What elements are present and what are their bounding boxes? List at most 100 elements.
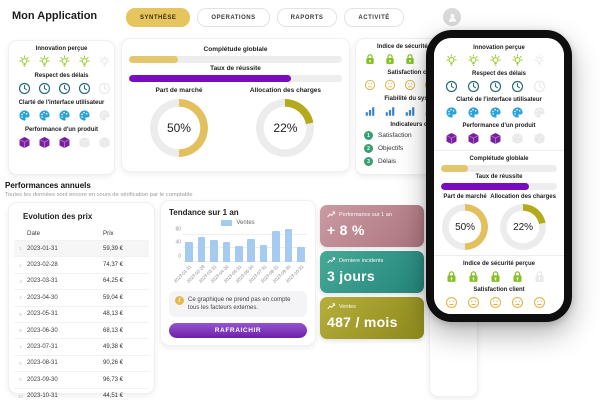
tab-operations[interactable]: OPERATIONS: [197, 8, 270, 27]
progress-group: Taux de réussite 76%: [129, 65, 342, 82]
donut-label: Part de marché: [155, 87, 203, 94]
rating-group: Respect des délais: [9, 73, 114, 95]
row-number: 7: [19, 344, 22, 350]
legend-item: 3 Délais: [364, 157, 470, 166]
table-row[interactable]: 7 2023-07-31 49,38 €: [14, 338, 149, 354]
rating-icons: [9, 82, 114, 95]
progress-group: Taux de réussite 76%: [441, 174, 557, 190]
cube-icon: [98, 136, 111, 149]
rating-group: Indice de sécurité perçue: [356, 44, 470, 65]
kpi-label: Derniere incidents: [339, 257, 384, 264]
rating-group: Innovation perçue: [9, 46, 114, 68]
rating-icons: [441, 80, 557, 93]
row-date: 2023-01-31: [27, 245, 58, 252]
legend-item: 2 Objectifs: [364, 144, 470, 153]
lock-icon: [364, 53, 376, 65]
table-row[interactable]: 3 2023-03-31 64,25 €: [14, 272, 149, 289]
clock-icon: [38, 82, 51, 95]
x-tick: 2023-10-31: [285, 262, 307, 289]
bulb-icon: [58, 55, 71, 68]
progress-group: Complétude globlale 23%: [129, 46, 342, 63]
bulb-icon: [489, 54, 502, 67]
table-row[interactable]: 6 2023-06-30 68,13 €: [14, 321, 149, 338]
trend-icon: [327, 210, 336, 219]
progress-label: Complétude globlale: [469, 156, 529, 162]
legend-number-dot: 2: [364, 144, 373, 153]
info-icon: i: [175, 296, 184, 305]
tab-synthèse[interactable]: SYNTHÈSE: [126, 8, 191, 27]
phone-mockup: Innovation perçue Respect des délais Clart…: [426, 30, 572, 322]
bulb-icon: [511, 54, 524, 67]
row-price: 68,13 €: [103, 327, 124, 334]
table-row[interactable]: 10 2023-10-31 44,51 €: [14, 387, 149, 400]
bulb-icon: [38, 55, 51, 68]
rating-icons: [441, 270, 557, 283]
progress-fill: 76%: [441, 183, 530, 190]
header-tabs: SYNTHÈSE OPERATIONS RAPORTS ACTIVITÉ: [126, 8, 404, 27]
bar-chart: 0 40 80: [175, 226, 307, 262]
rating-icons: [9, 136, 114, 149]
row-date: 2023-03-31: [27, 278, 58, 285]
kpi-value: 3 jours: [327, 268, 376, 284]
table-row[interactable]: 9 2023-09-30 96,73 €: [14, 371, 149, 387]
price-table-card: Evolution des prix Date Prix 1 2023-01-31…: [8, 202, 155, 399]
palette-icon: [38, 109, 51, 122]
kpi-header: Performance sur 1 an: [327, 210, 417, 219]
donut-arc: [442, 204, 489, 250]
legend-number-dot: 3: [364, 157, 373, 166]
table-row[interactable]: 2 2023-02-28 74,37 €: [14, 256, 149, 272]
cube-icon: [511, 132, 524, 145]
progress-label: Taux de réussite: [475, 174, 523, 180]
table-row[interactable]: 1 2023-01-31 59,39 €: [14, 240, 149, 257]
donut-ring: 50%: [442, 204, 489, 250]
col-date: Date: [27, 230, 41, 237]
rating-label: Respect des délais: [34, 73, 89, 79]
tab-raports[interactable]: RAPORTS: [276, 8, 338, 27]
bar-slot: [295, 228, 307, 262]
table-row[interactable]: 5 2023-05-31 48,13 €: [14, 305, 149, 322]
donut-value: 50%: [455, 221, 476, 233]
bar-slot: [282, 228, 294, 262]
chart-bar: [297, 246, 305, 262]
phone-indicators: Indice de sécurité perçue Satisfaction cl…: [441, 261, 557, 309]
kpi-cards: Performance sur 1 an + 8 % Derniere incide…: [320, 205, 424, 343]
row-number: 9: [19, 377, 22, 383]
table-row[interactable]: 4 2023-04-30 59,04 €: [14, 289, 149, 305]
rating-group: Respect des délais: [441, 71, 557, 93]
progress-fill: 76%: [129, 75, 291, 82]
row-date: 2023-10-31: [27, 393, 58, 400]
legend-swatch: [221, 220, 233, 226]
donut-label: Allocation des charges: [490, 194, 556, 200]
progress-fill: 23%: [129, 56, 178, 63]
lock-icon: [404, 53, 416, 65]
annual-section-head: Performances annuels Toutes les données …: [5, 181, 193, 198]
rating-group: Satisfaction client: [356, 70, 470, 91]
chart-bar: [272, 231, 280, 262]
legend-label: Délais: [378, 158, 397, 165]
rating-icons: [441, 296, 557, 309]
chart-bar: [284, 229, 293, 262]
rating-group: Fiabilité du système: [356, 96, 470, 117]
rating-label: Innovation perçue: [35, 46, 88, 52]
rating-label: Performance d'un produit: [462, 123, 536, 129]
refresh-button[interactable]: RAFRAICHIR: [169, 323, 307, 339]
progress-track: 76%: [129, 75, 342, 82]
row-price: 49,38 €: [103, 344, 124, 351]
legend-item: 1 Satisfaction: [364, 131, 470, 140]
avatar[interactable]: [443, 8, 461, 26]
table-row[interactable]: 8 2023-08-31 90,26 €: [14, 354, 149, 371]
bar-slot: [245, 228, 257, 262]
smiley-icon: [404, 79, 416, 91]
bulb-icon: [445, 54, 458, 67]
donut-value: 50%: [166, 121, 191, 135]
tab-activité[interactable]: ACTIVITÉ: [344, 8, 404, 27]
row-date: 2023-07-31: [27, 344, 58, 351]
gridline: [183, 247, 307, 249]
donut-ring: 50%: [149, 99, 208, 157]
bars-area: [183, 228, 307, 262]
divider: [434, 255, 564, 256]
clock-icon: [58, 82, 71, 95]
gridline: [183, 261, 307, 262]
rating-label: Fiabilité du système: [384, 96, 442, 102]
phone-screen: Innovation perçue Respect des délais Clart…: [434, 38, 564, 314]
